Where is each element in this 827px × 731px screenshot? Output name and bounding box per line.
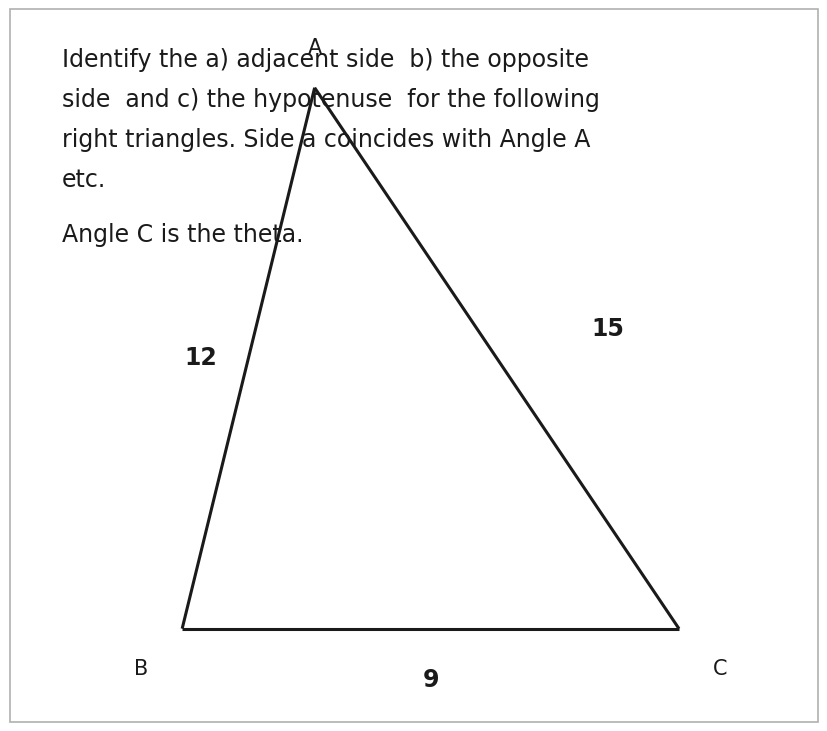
Text: 15: 15 xyxy=(590,317,624,341)
Text: Angle C is the theta.: Angle C is the theta. xyxy=(62,223,304,247)
Text: 9: 9 xyxy=(422,668,438,692)
Text: C: C xyxy=(712,659,727,679)
Text: side  and c) the hypotenuse  for the following: side and c) the hypotenuse for the follo… xyxy=(62,88,600,112)
Text: right triangles. Side a coincides with Angle A: right triangles. Side a coincides with A… xyxy=(62,128,590,152)
Text: Identify the a) adjacent side  b) the opposite: Identify the a) adjacent side b) the opp… xyxy=(62,48,588,72)
Text: A: A xyxy=(307,37,322,58)
Text: B: B xyxy=(133,659,148,679)
Text: etc.: etc. xyxy=(62,168,106,192)
Text: 12: 12 xyxy=(184,346,217,370)
